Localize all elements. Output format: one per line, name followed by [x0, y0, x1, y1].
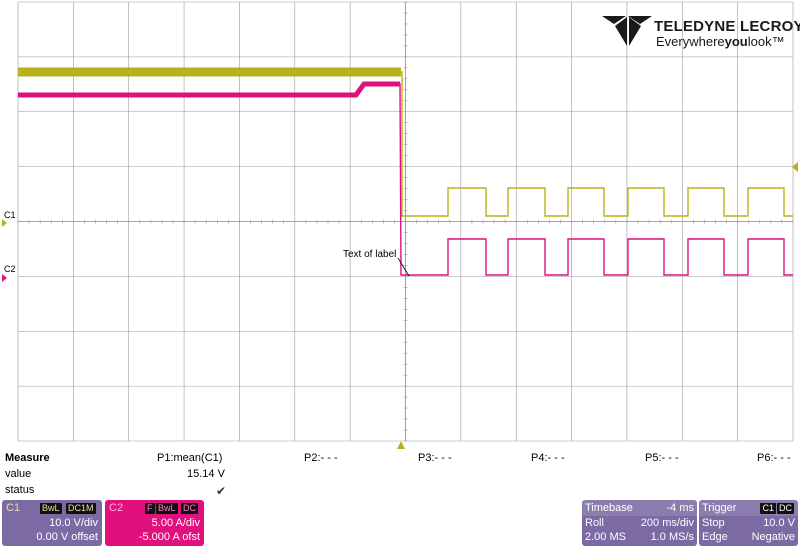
- annotation-label[interactable]: Text of label: [343, 249, 396, 260]
- timebase-tdiv: 200 ms/div: [641, 517, 694, 529]
- c2-bwl-tag: BwL: [156, 503, 178, 514]
- measure-table[interactable]: Measure P1:mean(C1) P2:- - - P3:- - - P4…: [0, 450, 800, 500]
- timebase-mode: Roll: [585, 517, 604, 529]
- param-p5-name[interactable]: P5:- - -: [645, 452, 679, 464]
- c2-waveform-band: [18, 84, 400, 95]
- timebase-title: Timebase: [585, 502, 633, 514]
- c1-bwl-tag: BwL: [40, 503, 62, 514]
- trigger-time-marker[interactable]: [397, 441, 405, 449]
- trigger-source-tag: C1: [760, 503, 776, 514]
- timebase-rate: 1.0 MS/s: [651, 531, 694, 543]
- c2-filter-tag: F: [145, 503, 155, 514]
- lecroy-logo-icon: [602, 14, 654, 48]
- trigger-type: Edge: [702, 531, 728, 543]
- measure-row-value: value: [5, 468, 31, 480]
- c2-channel-marker[interactable]: C2: [4, 264, 16, 274]
- timebase-delay: -4 ms: [667, 502, 695, 514]
- param-p1-status-check-icon: ✔: [216, 484, 226, 498]
- trigger-descriptor-box[interactable]: Trigger C1 DC Stop 10.0 V Edge Negative: [699, 500, 798, 546]
- c1-box-title: C1: [6, 502, 20, 514]
- logo-brand-text: TELEDYNE LECROY: [654, 18, 800, 35]
- logo-tagline: Everywhereyoulook™: [656, 34, 785, 49]
- trigger-coupling-tag: DC: [777, 503, 794, 514]
- trigger-level: 10.0 V: [763, 517, 795, 529]
- trigger-slope: Negative: [752, 531, 795, 543]
- param-p1-name[interactable]: P1:mean(C1): [157, 452, 222, 464]
- measure-row-status: status: [5, 484, 34, 496]
- waveform-display[interactable]: C1 C2 Text of label: [0, 0, 800, 450]
- c2-offset-marker[interactable]: [2, 274, 7, 282]
- timebase-samples: 2.00 MS: [585, 531, 626, 543]
- c1-channel-marker[interactable]: C1: [4, 210, 16, 220]
- c2-coupling-tag: DC: [181, 503, 198, 514]
- c1-vdiv: 10.0 V/div: [49, 517, 98, 529]
- param-p6-name[interactable]: P6:- - -: [757, 452, 791, 464]
- c2-vdiv: 5.00 A/div: [152, 517, 200, 529]
- measure-header: Measure: [5, 452, 50, 464]
- param-p3-name[interactable]: P3:- - -: [418, 452, 452, 464]
- c1-coupling-tag: DC1M: [66, 503, 96, 514]
- c2-offset: -5.000 A ofst: [139, 531, 200, 543]
- trigger-mode: Stop: [702, 517, 725, 529]
- param-p4-name[interactable]: P4:- - -: [531, 452, 565, 464]
- timebase-descriptor-box[interactable]: Timebase -4 ms Roll 200 ms/div 2.00 MS 1…: [582, 500, 697, 546]
- c1-offset-marker[interactable]: [2, 219, 7, 227]
- c1-descriptor-box[interactable]: C1 BwL DC1M 10.0 V/div 0.00 V offset: [2, 500, 102, 546]
- trigger-title: Trigger: [702, 502, 736, 514]
- param-p2-name[interactable]: P2:- - -: [304, 452, 338, 464]
- teledyne-lecroy-logo: TELEDYNE LECROY Everywhereyoulook™: [602, 14, 792, 50]
- c2-descriptor-box[interactable]: C2 F BwL DC 5.00 A/div -5.000 A ofst: [105, 500, 204, 546]
- c1-offset: 0.00 V offset: [36, 531, 98, 543]
- c2-box-title: C2: [109, 502, 123, 514]
- annotation-leader: [398, 258, 409, 276]
- param-p1-value: 15.14 V: [187, 468, 225, 480]
